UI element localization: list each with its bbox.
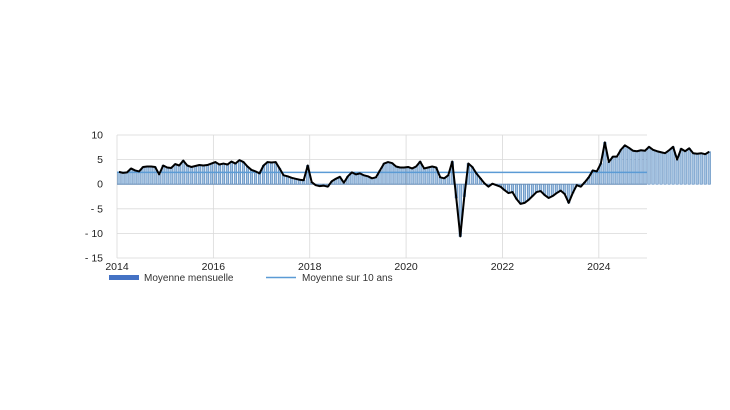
x-tick-label: 2014 bbox=[105, 261, 129, 273]
bar bbox=[253, 171, 258, 185]
bar bbox=[615, 156, 619, 185]
bar bbox=[394, 166, 398, 185]
x-tick-label: 2018 bbox=[298, 261, 322, 273]
x-tick-label: 2016 bbox=[202, 261, 226, 273]
legend-label-moyenne-sur-10-ans: Moyenne sur 10 ans bbox=[302, 273, 393, 284]
bar bbox=[631, 150, 635, 185]
bar bbox=[539, 183, 543, 192]
bar bbox=[691, 152, 695, 185]
bar bbox=[149, 166, 153, 185]
bar bbox=[655, 150, 659, 185]
bar bbox=[245, 166, 250, 185]
bar bbox=[121, 172, 125, 185]
bar bbox=[627, 147, 631, 185]
bar bbox=[257, 173, 262, 185]
bar bbox=[402, 167, 406, 185]
bar bbox=[233, 163, 237, 185]
y-tick-label: 0 bbox=[97, 179, 103, 191]
grid-lines bbox=[116, 134, 647, 259]
bar bbox=[398, 167, 402, 185]
bar bbox=[651, 149, 655, 185]
bar bbox=[270, 162, 274, 185]
bar bbox=[522, 183, 527, 204]
bar bbox=[643, 150, 647, 185]
bar bbox=[189, 166, 193, 185]
bar bbox=[667, 149, 671, 185]
y-tick-label: - 10 bbox=[85, 228, 103, 240]
bar bbox=[165, 167, 169, 185]
bar bbox=[225, 164, 229, 185]
bar bbox=[623, 145, 627, 185]
bar bbox=[527, 183, 531, 201]
y-axis-ticks: 10 5 0 - 5 - 10 - 15 bbox=[85, 130, 103, 265]
bar bbox=[635, 150, 639, 185]
bar bbox=[197, 164, 201, 185]
bar bbox=[221, 163, 225, 185]
bar bbox=[145, 166, 149, 185]
bar bbox=[173, 163, 177, 185]
bar bbox=[687, 147, 691, 185]
bar bbox=[659, 151, 663, 185]
bar bbox=[282, 175, 286, 185]
bar bbox=[201, 165, 205, 185]
y-tick-label: - 5 bbox=[91, 203, 103, 215]
bar bbox=[547, 183, 551, 199]
bar bbox=[422, 168, 426, 185]
bar bbox=[177, 165, 181, 185]
bar bbox=[141, 166, 145, 185]
bar bbox=[695, 153, 699, 185]
y-tick-label: 5 bbox=[97, 154, 103, 166]
bar bbox=[205, 164, 209, 185]
bar bbox=[639, 149, 643, 185]
y-tick-label: 10 bbox=[91, 130, 103, 142]
bar bbox=[426, 167, 430, 185]
x-axis-ticks: 2014 2016 2018 2020 2022 2024 bbox=[105, 261, 610, 273]
bar bbox=[707, 151, 711, 185]
bar bbox=[675, 159, 679, 185]
bar bbox=[611, 156, 615, 185]
bar bbox=[703, 153, 707, 185]
monthly-average-line bbox=[118, 141, 710, 238]
bar bbox=[185, 165, 189, 185]
bar bbox=[430, 166, 434, 185]
bar bbox=[595, 171, 599, 185]
bar bbox=[406, 166, 410, 185]
bar bbox=[414, 166, 418, 185]
bar bbox=[358, 173, 362, 185]
x-tick-label: 2022 bbox=[491, 261, 515, 273]
bar bbox=[217, 164, 221, 185]
bar bbox=[193, 165, 197, 185]
legend: Moyenne mensuelle Moyenne sur 10 ans bbox=[109, 273, 393, 284]
legend-label-moyenne-mensuelle: Moyenne mensuelle bbox=[144, 273, 234, 284]
bar bbox=[137, 171, 141, 185]
bar bbox=[362, 175, 366, 185]
bar bbox=[117, 171, 121, 185]
bar bbox=[125, 172, 129, 185]
bar bbox=[157, 174, 161, 185]
x-tick-label: 2024 bbox=[587, 261, 611, 273]
y-tick-label: - 15 bbox=[85, 253, 103, 265]
x-tick-label: 2020 bbox=[394, 261, 418, 273]
bar bbox=[647, 146, 651, 185]
bar bbox=[663, 152, 667, 185]
bar bbox=[518, 183, 523, 205]
bar bbox=[679, 148, 683, 185]
legend-swatch-moyenne-mensuelle bbox=[109, 275, 139, 280]
bar bbox=[169, 167, 173, 185]
monthly-line-group bbox=[118, 141, 710, 238]
bar bbox=[699, 152, 703, 185]
bar bbox=[209, 163, 213, 185]
bar bbox=[410, 168, 414, 185]
bar bbox=[619, 149, 623, 185]
bars-group bbox=[117, 142, 711, 237]
bar bbox=[354, 174, 358, 185]
bar bbox=[510, 183, 515, 193]
bar bbox=[683, 150, 687, 185]
bar bbox=[129, 168, 133, 185]
bar bbox=[390, 162, 394, 185]
